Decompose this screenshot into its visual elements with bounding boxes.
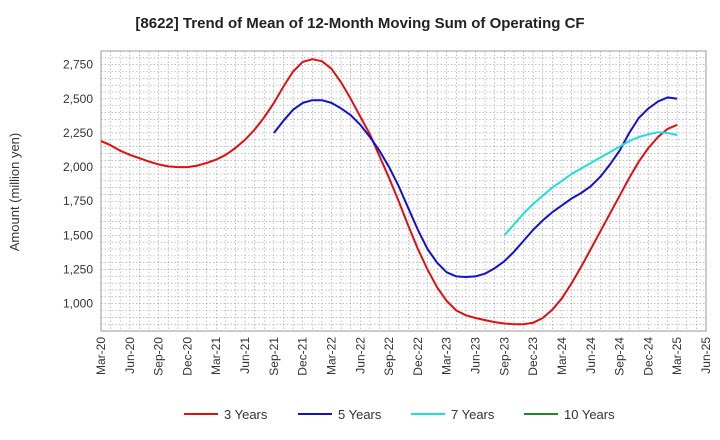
x-tick-label: Mar-23 (440, 337, 454, 375)
y-tick-label: 1,750 (63, 194, 93, 208)
x-tick-label: Sep-24 (613, 337, 627, 376)
x-tick-label: Dec-20 (180, 337, 194, 376)
series-line-3-years (100, 58, 678, 326)
y-tick-label: 2,500 (63, 92, 93, 106)
x-tick-label: Mar-21 (209, 337, 223, 375)
x-tick-label: Dec-22 (411, 337, 425, 376)
y-tick-label: 1,250 (63, 263, 93, 277)
y-tick-label: 2,250 (63, 126, 93, 140)
y-tick-label: 2,000 (63, 160, 93, 174)
x-tick-label: Dec-21 (296, 337, 310, 376)
legend: 3 Years 5 Years 7 Years 10 Years (184, 407, 615, 422)
x-tick-label: Jun-22 (353, 337, 367, 374)
legend-label: 3 Years (224, 407, 268, 422)
legend-label: 7 Years (451, 407, 495, 422)
x-tick-label: Mar-25 (670, 337, 684, 375)
y-tick-label: 1,000 (63, 297, 93, 311)
chart-title: [8622] Trend of Mean of 12-Month Moving … (135, 15, 584, 32)
y-tick-label: 2,750 (63, 58, 93, 72)
x-tick-label: Jun-20 (123, 337, 137, 374)
x-tick-label: Sep-22 (382, 337, 396, 376)
y-axis-label: Amount (million yen) (7, 133, 22, 252)
x-tick-label: Mar-24 (555, 337, 569, 375)
x-tick-label: Dec-23 (526, 337, 540, 376)
legend-label: 10 Years (564, 407, 615, 422)
series-lines (100, 58, 678, 326)
x-tick-label: Mar-20 (94, 337, 108, 375)
plot-area-frame (100, 50, 707, 332)
legend-label: 5 Years (338, 407, 382, 422)
x-tick-label: Mar-22 (324, 337, 338, 375)
y-tick-labels: 1,000 1,250 1,500 1,750 2,000 2,250 2,500 2,750 (63, 58, 93, 311)
x-tick-label: Jun-21 (238, 337, 252, 374)
x-tick-label: Sep-20 (152, 337, 166, 376)
series-line-7-years (503, 131, 678, 237)
x-tick-label: Jun-25 (699, 337, 713, 374)
y-tick-label: 1,500 (63, 228, 93, 242)
x-tick-labels: Mar-20 Jun-20 Sep-20 Dec-20 Mar-21 Jun-21 Sep-… (94, 337, 713, 376)
x-tick-label: Jun-23 (469, 337, 483, 374)
x-tick-label: Dec-24 (641, 337, 655, 376)
x-tick-label: Sep-23 (497, 337, 511, 376)
series-line-5-years (273, 96, 678, 278)
x-tick-label: Jun-24 (584, 337, 598, 374)
grid-lines (101, 51, 706, 331)
x-tick-label: Sep-21 (267, 337, 281, 376)
